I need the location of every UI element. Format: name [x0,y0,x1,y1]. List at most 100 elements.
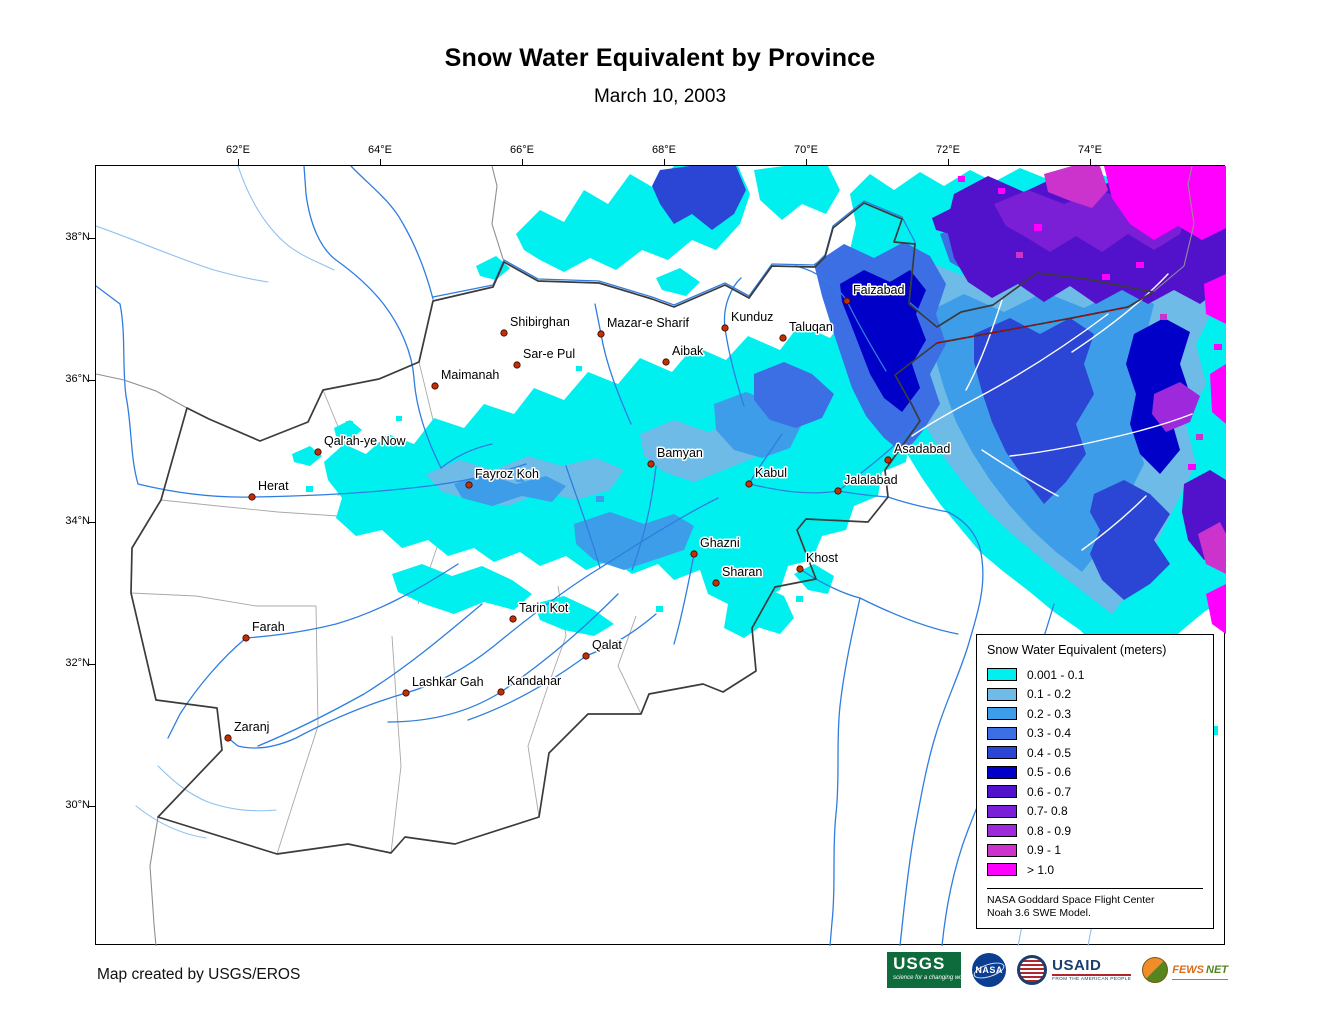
lat-tick-mark [89,238,95,239]
city-label-bamyan: Bamyan [657,446,703,460]
usgs-logo: USGS science for a changing world [887,952,970,988]
city-dot-kunduz [721,324,729,332]
city-dot-khost [796,565,804,573]
legend-entry: 0.001 - 0.1 [987,665,1203,685]
city-label-sharan: Sharan [722,565,762,579]
city-label-farah: Farah [252,620,285,634]
city-label-sar-e-pul: Sar-e Pul [523,347,575,361]
page-subtitle: March 10, 2003 [593,86,727,107]
city-dot-ghazni [690,550,698,558]
city-label-taluqan: Taluqan [789,320,833,334]
lat-tick-label: 30°N [65,799,90,811]
city-dot-faizabad [843,297,851,305]
usgs-logo-text: USGS [893,954,946,973]
city-dot-asadabad [884,456,892,464]
legend-title: Snow Water Equivalent (meters) [987,643,1167,657]
city-label-ghazni: Ghazni [700,536,740,550]
city-markers: Faizabad Kunduz Taluqan Mazar-e Sharif Shibi… [224,282,952,742]
legend-source-line2: Noah 3.6 SWE Model. [987,907,1091,920]
disputed-boundary-line [936,306,1129,344]
legend-swatch [987,726,1017,740]
city-dot-qal-ah-ye-now [314,448,322,456]
legend-entry: 0.1 - 0.2 [987,685,1203,705]
fewsnet-globe-icon [1142,957,1169,983]
legend-swatch [987,843,1017,857]
city-dot-kabul [745,480,753,488]
logo-bar: USGS science for a changing world NASA U… [887,952,1228,988]
city-label-maimanah: Maimanah [441,368,499,382]
usaid-logo-tagline: FROM THE AMERICAN PEOPLE [1052,976,1132,982]
city-label-zaranj: Zaranj [234,720,269,734]
city-label-mazar-e-sharif: Mazar-e Sharif [607,316,689,330]
map-frame: Faizabad Kunduz Taluqan Mazar-e Sharif Shibi… [65,144,1226,946]
city-label-kandahar: Kandahar [507,674,561,688]
lon-tick-mark [664,159,665,165]
city-dot-kandahar [497,688,505,696]
lon-tick-mark [948,159,949,165]
lon-tick-label: 64°E [368,144,392,156]
legend-swatch [987,765,1017,779]
lon-tick-mark [806,159,807,165]
city-label-qal-ah-ye-now: Qal'ah-ye Now [324,434,407,448]
city-label-qalat: Qalat [592,638,622,652]
legend-swatch [987,668,1017,682]
legend-entry: 0.8 - 0.9 [987,821,1203,841]
city-label-lashkar-gah: Lashkar Gah [412,675,484,689]
lon-tick-label: 74°E [1078,144,1102,156]
usaid-logo-text: USAID [1052,956,1102,974]
legend-entry: 0.6 - 0.7 [987,782,1203,802]
legend-swatch [987,746,1017,760]
usaid-logo-bar [1052,973,1132,976]
city-dot-bamyan [647,460,655,468]
afghanistan-swe-map: Faizabad Kunduz Taluqan Mazar-e Sharif Shibi… [96,166,1226,946]
city-dot-lashkar-gah [402,689,410,697]
legend-entry-label: 0.3 - 0.4 [1027,726,1072,741]
lon-tick-mark [238,159,239,165]
lat-tick-mark [89,522,95,523]
lon-tick-label: 70°E [794,144,818,156]
usaid-logo: USAID FROM THE AMERICAN PEOPLE [1017,955,1132,985]
nasa-logo: NASA [972,953,1007,987]
city-dot-taluqan [779,334,787,342]
legend-source-line1: NASA Goddard Space Flight Center [987,893,1155,906]
legend-entry-label: 0.6 - 0.7 [1027,784,1072,799]
lon-tick-mark [1090,159,1091,165]
city-label-shibirghan: Shibirghan [510,315,570,329]
city-dot-mazar-e-sharif [597,330,605,338]
lat-tick-label: 32°N [65,657,90,669]
city-label-herat: Herat [258,479,289,493]
legend-entry-label: 0.001 - 0.1 [1027,667,1085,682]
map-legend: Snow Water Equivalent (meters) 0.001 - 0… [976,634,1214,929]
fewsnet-logo-text-net: NET [1206,964,1228,976]
lon-tick-label: 66°E [510,144,534,156]
legend-swatch [987,707,1017,721]
map-credit: Map created by USGS/EROS [97,966,301,983]
city-label-asadabad: Asadabad [894,442,950,456]
legend-entry-label: 0.2 - 0.3 [1027,706,1072,721]
city-dot-sharan [712,579,720,587]
usgs-logo-tagline: science for a changing world [893,975,970,981]
lon-tick-label: 62°E [226,144,250,156]
legend-entries: 0.001 - 0.1 0.1 - 0.2 0.2 - 0.3 0.3 - 0.4 0.… [987,665,1203,880]
usaid-emblem-icon [1017,955,1048,985]
city-label-aibak: Aibak [672,344,704,358]
city-label-kunduz: Kunduz [731,310,773,324]
afghanistan-border [130,202,1154,855]
fewsnet-logo: FEWS NET [1142,957,1228,983]
city-dot-aibak [662,358,670,366]
lat-tick-mark [89,664,95,665]
lat-tick-label: 36°N [65,373,90,385]
legend-entry-label: 0.1 - 0.2 [1027,687,1072,702]
legend-entry: 0.9 - 1 [987,841,1203,861]
legend-entry-label: 0.9 - 1 [1027,843,1062,858]
city-dot-maimanah [431,382,439,390]
legend-divider [987,887,1203,889]
legend-entry-label: 0.5 - 0.6 [1027,765,1072,780]
legend-swatch [987,804,1017,818]
legend-entry-label: > 1.0 [1027,862,1055,877]
lon-tick-label: 72°E [936,144,960,156]
legend-entry: 0.5 - 0.6 [987,763,1203,783]
city-label-tarin-kot: Tarin Kot [519,601,569,615]
lat-tick-label: 34°N [65,515,90,527]
city-label-fayroz-koh: Fayroz Koh [475,467,539,481]
